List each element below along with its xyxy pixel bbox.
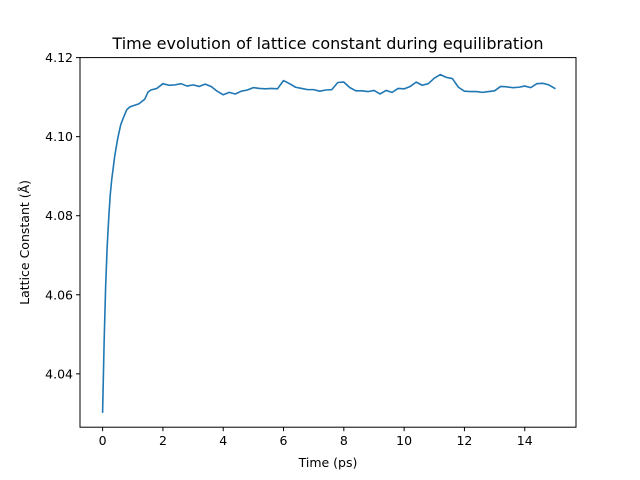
- x-tick-label: 12: [456, 433, 472, 448]
- y-tick-label: 4.06: [45, 287, 73, 302]
- x-tick-label: 0: [99, 433, 107, 448]
- series-line-0: [101, 73, 556, 413]
- y-axis: 4.04 4.06 4.08 4.10 4.12: [45, 50, 80, 381]
- x-tick-label: 14: [517, 433, 533, 448]
- y-tick-label: 4.10: [45, 129, 73, 144]
- axes-frame: [79, 57, 577, 428]
- x-tick-label: 2: [159, 433, 167, 448]
- chart-title: Time evolution of lattice constant durin…: [111, 34, 543, 53]
- plot-area: [101, 73, 556, 413]
- x-tick-label: 4: [219, 433, 227, 448]
- y-tick-label: 4.04: [45, 366, 73, 381]
- y-tick-label: 4.08: [45, 208, 73, 223]
- x-tick-label: 6: [280, 433, 288, 448]
- y-axis-label: Lattice Constant (Å): [17, 180, 32, 305]
- x-tick-label: 10: [396, 433, 412, 448]
- x-axis: 0 2 4 6 8 10 12 14: [99, 427, 533, 448]
- y-tick-label: 4.12: [45, 50, 73, 65]
- x-tick-label: 8: [340, 433, 348, 448]
- x-axis-label: Time (ps): [298, 455, 358, 470]
